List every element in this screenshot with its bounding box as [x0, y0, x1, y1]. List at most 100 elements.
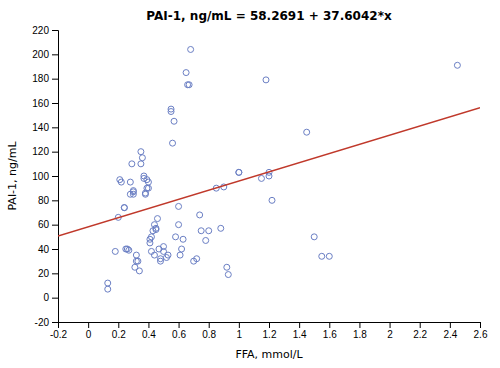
tick: 1.4	[293, 322, 307, 340]
tick: 1.2	[263, 322, 277, 340]
point	[118, 179, 124, 185]
tick: 200	[32, 49, 58, 60]
point	[136, 268, 142, 274]
tick: 160	[32, 98, 58, 109]
point	[161, 244, 167, 250]
tick-mark	[52, 176, 58, 177]
tick-label: 1.8	[353, 329, 367, 340]
tick-mark	[299, 322, 300, 328]
point	[145, 179, 151, 185]
point	[203, 237, 209, 243]
tick-label: 120	[32, 146, 49, 157]
tick-label: 0.8	[202, 329, 216, 340]
point	[180, 236, 186, 242]
tick: 180	[32, 73, 58, 84]
point	[151, 252, 157, 258]
point	[206, 228, 212, 234]
tick: 1.8	[353, 322, 367, 340]
tick-label: 0	[86, 329, 92, 340]
point	[105, 280, 111, 286]
point	[236, 169, 242, 175]
tick-label: 160	[32, 98, 49, 109]
tick-label: 200	[32, 49, 49, 60]
tick-label: 80	[38, 195, 50, 206]
tick-mark	[52, 103, 58, 104]
tick-label: 2.2	[413, 329, 427, 340]
point	[269, 197, 275, 203]
point	[135, 258, 141, 264]
tick-label: 20	[38, 268, 50, 279]
tick-label: 2	[387, 329, 393, 340]
point	[121, 205, 127, 211]
point	[121, 205, 127, 211]
point	[133, 252, 139, 258]
tick: 100	[32, 171, 58, 182]
tick-mark	[118, 322, 119, 328]
tick-label: 1.4	[293, 329, 307, 340]
point	[258, 175, 264, 181]
tick-mark	[420, 322, 421, 328]
point	[188, 46, 194, 52]
tick: 60	[38, 219, 58, 230]
point	[326, 253, 332, 259]
tick-mark	[52, 225, 58, 226]
tick-label: -0.2	[50, 329, 68, 340]
point	[105, 286, 111, 292]
tick: 80	[38, 195, 58, 206]
tick-mark	[390, 322, 391, 328]
x-axis: -0.200.20.40.60.811.21.41.61.822.22.42.6	[50, 322, 488, 340]
tick-mark	[52, 200, 58, 201]
tick-mark	[179, 322, 180, 328]
tick-label: 180	[32, 73, 49, 84]
tick: 220	[32, 25, 58, 36]
point	[186, 82, 192, 88]
point	[311, 234, 317, 240]
point	[224, 264, 230, 270]
point	[176, 203, 182, 209]
y-axis-label: PAI-1, ng/mL	[6, 141, 19, 211]
tick: 1.6	[323, 322, 337, 340]
regression-line	[58, 108, 480, 236]
point	[127, 179, 133, 185]
point	[179, 246, 185, 252]
tick: 1	[237, 322, 243, 340]
tick-label: 0.6	[172, 329, 186, 340]
tick-label: 140	[32, 122, 49, 133]
point	[148, 234, 154, 240]
tick-label: 60	[38, 219, 50, 230]
tick-mark	[359, 322, 360, 328]
point	[139, 155, 145, 161]
tick-mark	[52, 54, 58, 55]
tick-label: 1.6	[323, 329, 337, 340]
tick-label: 2.4	[443, 329, 457, 340]
point	[225, 272, 231, 278]
point	[168, 109, 174, 115]
point	[197, 212, 203, 218]
point	[236, 169, 242, 175]
tick-label: 40	[38, 244, 50, 255]
point	[154, 216, 160, 222]
tick: 120	[32, 146, 58, 157]
scatter-series	[105, 46, 461, 292]
point	[153, 225, 159, 231]
tick-mark	[480, 322, 481, 328]
point	[138, 161, 144, 167]
point	[171, 118, 177, 124]
tick-mark	[88, 322, 89, 328]
point	[183, 70, 189, 76]
point	[138, 149, 144, 155]
tick-label: 0.2	[112, 329, 126, 340]
tick-label: 220	[32, 25, 49, 36]
tick: 0.6	[172, 322, 186, 340]
point	[157, 256, 163, 262]
tick: -20	[35, 317, 58, 328]
point	[165, 252, 171, 258]
tick: 140	[32, 122, 58, 133]
tick-label: -20	[35, 317, 50, 328]
point	[319, 253, 325, 259]
tick-mark	[269, 322, 270, 328]
tick-mark	[52, 79, 58, 80]
point	[176, 222, 182, 228]
tick: 0	[86, 322, 92, 340]
tick-mark	[52, 152, 58, 153]
